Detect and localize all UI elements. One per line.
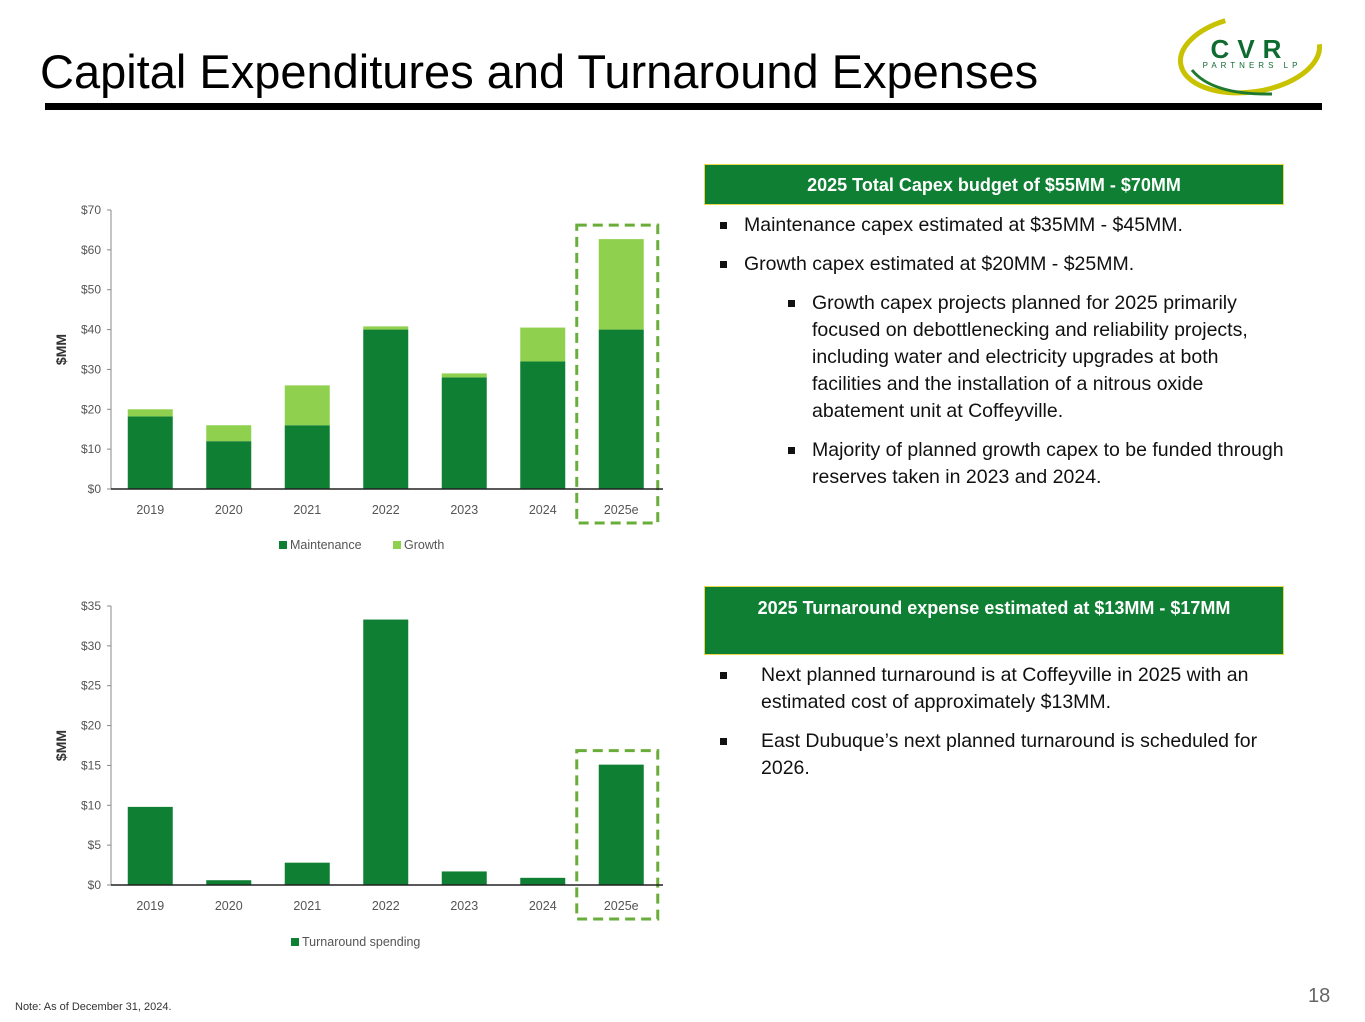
bullet-text: East Dubuque’s next planned turnaround i… [761, 730, 1258, 779]
y-tick-label: $30 [81, 639, 101, 653]
bar-turnaround-spending [598, 764, 644, 885]
y-tick-label: $30 [81, 362, 101, 376]
bar-turnaround-spending [441, 871, 487, 885]
list-item: Maintenance capex estimated at $35MM - $… [720, 212, 1300, 239]
x-tick-label: 2024 [529, 503, 557, 517]
y-tick-label: $10 [81, 442, 101, 456]
y-tick-label: $0 [88, 878, 102, 892]
bullet-square-icon [788, 447, 795, 454]
turnaround-chart: $0 $5 $10 $15 $20 $25 $30 $35 $MM 2019 2020 2021 202… [53, 599, 663, 949]
bar-maintenance [206, 441, 252, 489]
legend-swatch [279, 541, 287, 549]
x-tick-label: 2025e [604, 503, 639, 517]
x-tick-label: 2023 [450, 503, 478, 517]
bullet-text: Maintenance capex estimated at $35MM - $… [744, 214, 1183, 236]
y-tick-label: $60 [81, 243, 101, 257]
y-tick-label: $40 [81, 323, 101, 337]
list-item: Growth capex estimated at $20MM - $25MM. [720, 251, 1300, 278]
bar-maintenance [598, 329, 644, 489]
bar-turnaround-spending [127, 806, 173, 885]
bullet-text: Majority of planned growth capex to be f… [812, 439, 1284, 488]
y-axis-label: $MM [53, 334, 69, 365]
bullet-square-icon [788, 300, 795, 307]
x-tick-label: 2021 [293, 899, 321, 913]
logo-subtitle: PARTNERS LP [1203, 61, 1302, 70]
bullet-text: Next planned turnaround is at Coffeyvill… [761, 664, 1249, 713]
bar-growth [520, 327, 566, 362]
bar-maintenance [284, 425, 330, 489]
bar-growth [598, 239, 644, 330]
capex-header-box: 2025 Total Capex budget of $55MM - $70MM [704, 164, 1284, 205]
y-tick-label: $20 [81, 719, 101, 733]
y-tick-label: $20 [81, 402, 101, 416]
bar-growth [127, 409, 173, 417]
bar-maintenance [363, 329, 409, 489]
bar-growth [441, 373, 487, 378]
company-logo: CVR PARTNERS LP [1172, 10, 1323, 98]
x-tick-label: 2019 [136, 899, 164, 913]
charts-canvas: $0 $10 $20 $30 $40 $50 $60 $70 $MM 2019 2020 2021 20… [53, 203, 663, 949]
y-tick-label: $15 [81, 758, 101, 772]
bar-turnaround-spending [206, 880, 252, 885]
y-tick-label: $10 [81, 798, 101, 812]
turnaround-bullets: Next planned turnaround is at Coffeyvill… [720, 662, 1300, 794]
list-item: Majority of planned growth capex to be f… [788, 437, 1287, 491]
logo-wordmark: CVR [1211, 34, 1290, 64]
legend-label: Turnaround spending [302, 935, 420, 949]
x-tick-label: 2022 [372, 899, 400, 913]
turnaround-header-box: 2025 Turnaround expense estimated at $13… [704, 586, 1284, 655]
bar-maintenance [441, 377, 487, 489]
x-tick-label: 2022 [372, 503, 400, 517]
legend-label: Growth [404, 538, 444, 552]
bar-maintenance [520, 361, 566, 489]
y-axis-label: $MM [53, 730, 69, 761]
y-tick-label: $35 [81, 599, 101, 613]
title-rule [45, 103, 1322, 110]
bullet-square-icon [720, 261, 727, 268]
bar-turnaround-spending [284, 862, 330, 885]
y-tick-label: $50 [81, 283, 101, 297]
bar-growth [206, 425, 252, 442]
bullet-text: Growth capex projects planned for 2025 p… [812, 292, 1248, 422]
y-tick-label: $5 [88, 838, 102, 852]
legend-label: Maintenance [290, 538, 362, 552]
x-tick-label: 2021 [293, 503, 321, 517]
x-tick-label: 2020 [215, 503, 243, 517]
legend-swatch [291, 938, 299, 946]
highlight-box [575, 223, 660, 525]
list-item: East Dubuque’s next planned turnaround i… [720, 728, 1291, 782]
page-title: Capital Expenditures and Turnaround Expe… [40, 45, 1039, 98]
bar-growth [284, 385, 330, 426]
bar-maintenance [127, 416, 173, 489]
footnote: Note: As of December 31, 2024. [15, 1001, 172, 1013]
bar-growth [363, 326, 409, 330]
x-tick-label: 2020 [215, 899, 243, 913]
bullet-square-icon [720, 672, 727, 679]
bullet-text: Growth capex estimated at $20MM - $25MM. [744, 253, 1135, 275]
legend-swatch [393, 541, 401, 549]
bullet-square-icon [720, 222, 727, 229]
highlight-box [575, 749, 660, 921]
y-tick-label: $70 [81, 203, 101, 217]
bar-turnaround-spending [520, 877, 566, 885]
y-tick-label: $25 [81, 679, 101, 693]
x-tick-label: 2025e [604, 899, 639, 913]
list-item: Growth capex projects planned for 2025 p… [788, 290, 1287, 425]
bullet-square-icon [720, 738, 727, 745]
list-item: Next planned turnaround is at Coffeyvill… [720, 662, 1291, 716]
capex-chart: $0 $10 $20 $30 $40 $50 $60 $70 $MM 2019 2020 2021 20… [53, 203, 663, 552]
x-tick-label: 2024 [529, 899, 557, 913]
x-tick-label: 2019 [136, 503, 164, 517]
x-tick-label: 2023 [450, 899, 478, 913]
capex-bullets: Maintenance capex estimated at $35MM - $… [720, 212, 1300, 503]
page-number: 18 [1308, 985, 1331, 1007]
y-tick-label: $0 [88, 482, 102, 496]
bar-turnaround-spending [363, 619, 409, 885]
